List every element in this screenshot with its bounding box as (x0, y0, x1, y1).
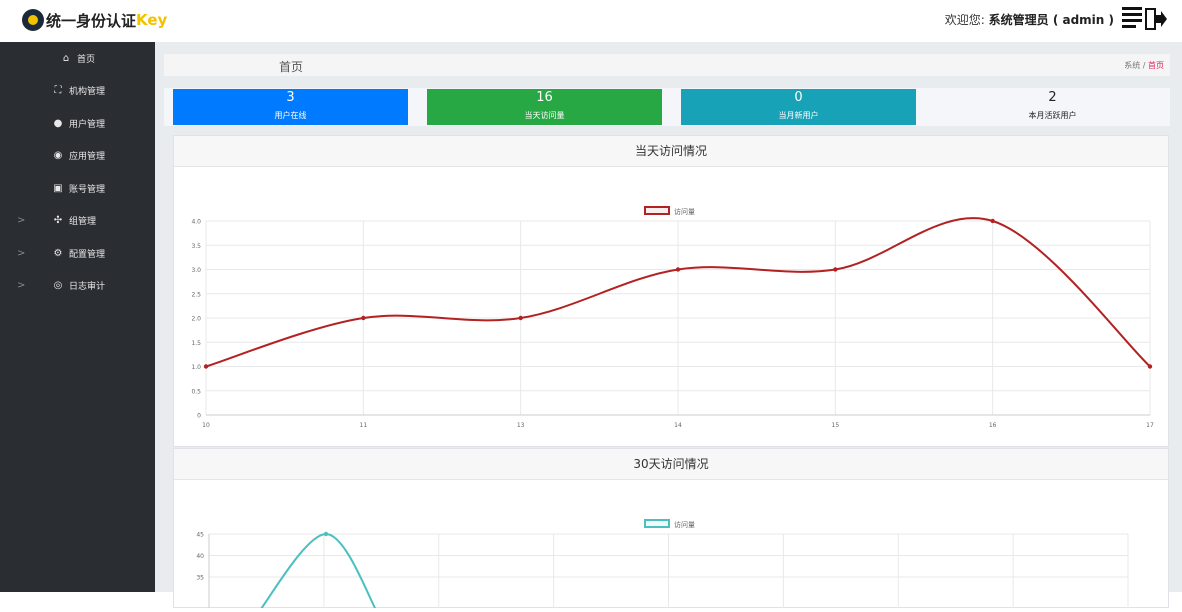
id-card-icon: ▣ (53, 182, 63, 194)
data-point (675, 267, 681, 272)
sidebar-item-label: 组管理 (69, 217, 97, 228)
eye-icon: ◎ (53, 280, 63, 292)
breadcrumb-bar: 首页 系统 / 首页 (164, 54, 1170, 76)
data-point (518, 315, 523, 321)
logo-text: 统一身份认证 (46, 11, 137, 30)
y-tick-label: 1.5 (191, 340, 201, 347)
breadcrumb: 系统 / 首页 (1124, 60, 1164, 71)
data-point (203, 364, 209, 369)
monthly-visits-title: 30天访问情况 (174, 449, 1168, 480)
chevron-right-icon: > (17, 280, 26, 292)
data-point (833, 267, 838, 272)
legend-label: 访问量 (674, 207, 695, 216)
legend-swatch (644, 206, 670, 215)
breadcrumb-current: 首页 (1148, 61, 1164, 70)
x-tick-label: 14 (674, 422, 682, 429)
y-tick-label: 0.5 (191, 388, 201, 395)
monthly-visits-card: 30天访问情况 访问量 35 40 45 (173, 448, 1169, 612)
cogs-icon: ⚙ (53, 247, 63, 259)
stat-value: 16 (536, 90, 553, 105)
y-tick-label: 3.5 (191, 243, 201, 250)
sidebar-item-label: 账号管理 (69, 184, 106, 195)
daily-visits-chart: 访问量 0 0.5 1.0 1.5 2.0 2.5 3.0 3.5 4.0 10 11 13 14 15 16… (191, 206, 1154, 429)
sidebar-item-label: 配置管理 (69, 249, 106, 260)
sidebar-item-6[interactable]: > ⚙ 配置管理 (0, 237, 155, 270)
globe-icon: ◉ (53, 150, 63, 162)
app-logo[interactable]: 统一身份认证 Key (22, 8, 167, 32)
x-tick-label: 10 (202, 422, 210, 429)
sidebar-item-0[interactable]: ⌂ 首页 (0, 42, 155, 75)
stat-label: 用户在线 (274, 111, 307, 120)
stat-label: 当天访问量 (524, 111, 565, 120)
chevron-right-icon: > (17, 215, 26, 227)
y-tick-label: 45 (196, 532, 204, 539)
main-content: 首页 系统 / 首页 3 用户在线 16 当天访问量 0 当月新用户 2 本月活… (155, 42, 1182, 612)
x-tick-label: 13 (517, 422, 525, 429)
users-group-icon: ✣ (53, 215, 63, 227)
sidebar-item-4[interactable]: ▣ 账号管理 (0, 172, 155, 205)
stat-daily-visits[interactable]: 16 当天访问量 (427, 89, 662, 125)
x-tick-label: 15 (832, 422, 840, 429)
sidebar-item-5[interactable]: > ✣ 组管理 (0, 205, 155, 238)
y-tick-label: 4.0 (191, 219, 201, 226)
sidebar-item-label: 首页 (77, 54, 96, 65)
series-line (257, 532, 379, 612)
y-tick-label: 3.0 (191, 267, 201, 274)
breadcrumb-root[interactable]: 系统 (1124, 61, 1141, 70)
monthly-visits-chart: 访问量 35 40 45 (196, 519, 1129, 612)
sidebar-item-7[interactable]: > ◎ 日志审计 (0, 270, 155, 303)
y-tick-label: 40 (196, 553, 204, 560)
data-point (990, 218, 995, 224)
data-point (1147, 364, 1153, 369)
x-tick-label: 16 (989, 422, 997, 429)
sidebar-item-1[interactable]: ⛶ 机构管理 (0, 75, 155, 108)
y-tick-label: 2.0 (191, 316, 201, 323)
sidebar-item-label: 日志审计 (69, 282, 106, 293)
sidebar: ⌂ 首页 ⛶ 机构管理 ● 用户管理 ◉ 应用管理 ▣ 账号管理 > ✣ 组管理 > ⚙ 配置管理 > ◎ 日志审计 (0, 42, 155, 592)
stat-value: 3 (286, 90, 295, 105)
stat-label: 本月活跃用户 (1028, 111, 1077, 120)
top-header: 统一身份认证 Key 欢迎您: 系统管理员 ( admin ) (0, 0, 1182, 42)
breadcrumb-separator: / (1140, 61, 1148, 70)
y-tick-label: 35 (196, 575, 204, 582)
data-point (323, 531, 329, 537)
x-tick-label: 17 (1146, 422, 1154, 429)
stat-active-users[interactable]: 2 本月活跃用户 (935, 89, 1170, 125)
legend-label: 访问量 (674, 520, 695, 529)
stat-online-users[interactable]: 3 用户在线 (173, 89, 408, 125)
stats-row: 3 用户在线 16 当天访问量 0 当月新用户 2 本月活跃用户 (164, 88, 1170, 126)
x-tick-label: 11 (360, 422, 368, 429)
daily-visits-card: 当天访问情况 访问量 0 0.5 1.0 1.5 2.0 2.5 3.0 3.5 4.0 10 11 1… (173, 135, 1169, 447)
page-title: 首页 (279, 60, 304, 74)
user-icon: ● (53, 117, 63, 129)
home-icon: ⌂ (62, 52, 70, 64)
logo-key-text: Key (136, 11, 168, 29)
welcome-prefix: 欢迎您: (944, 13, 985, 27)
sitemap-icon: ⛶ (54, 85, 62, 97)
data-point (361, 315, 366, 321)
logo-mark-icon (22, 9, 44, 31)
user-display-name[interactable]: 系统管理员 ( admin ) (988, 13, 1114, 27)
y-tick-label: 0 (197, 413, 201, 420)
sidebar-item-label: 用户管理 (69, 119, 106, 130)
stat-new-users[interactable]: 0 当月新用户 (681, 89, 916, 125)
sidebar-item-3[interactable]: ◉ 应用管理 (0, 140, 155, 173)
logout-icon[interactable] (1144, 7, 1168, 31)
y-tick-label: 2.5 (191, 291, 201, 298)
daily-visits-title: 当天访问情况 (174, 136, 1168, 167)
menu-list-icon[interactable] (1122, 7, 1142, 29)
sidebar-item-2[interactable]: ● 用户管理 (0, 107, 155, 140)
y-tick-label: 1.0 (191, 364, 201, 371)
welcome-text: 欢迎您: 系统管理员 ( admin ) (945, 11, 1114, 28)
stat-label: 当月新用户 (778, 111, 819, 120)
chevron-right-icon: > (17, 247, 26, 259)
stat-value: 2 (1048, 90, 1057, 105)
sidebar-item-label: 机构管理 (69, 87, 106, 98)
legend-swatch (644, 519, 670, 528)
sidebar-item-label: 应用管理 (69, 152, 106, 163)
stat-value: 0 (794, 90, 803, 105)
